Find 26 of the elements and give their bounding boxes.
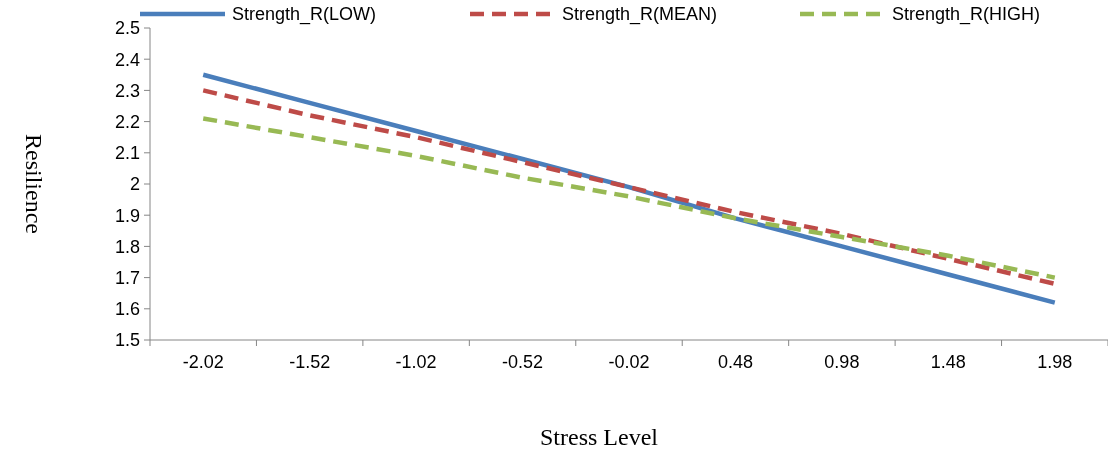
x-tick-label: 1.98: [1037, 352, 1073, 372]
x-tick-label: -0.02: [608, 352, 650, 372]
y-axis-title: Resilience: [21, 134, 47, 234]
x-tick-label: 1.48: [930, 352, 966, 372]
legend-label: Strength_R(LOW): [232, 4, 377, 26]
y-tick-label: 2.1: [114, 143, 140, 164]
y-tick-label: 1.7: [114, 267, 140, 288]
y-tick-label: 2.2: [114, 111, 140, 132]
y-tick-label: 1.6: [114, 299, 140, 320]
y-tick-label: 1.5: [114, 330, 140, 351]
x-tick-label: -1.52: [289, 352, 331, 372]
x-tick-label: 0.48: [717, 352, 753, 372]
y-tick-label: 2.3: [114, 80, 140, 101]
x-axis-title: Stress Level: [540, 424, 659, 450]
x-tick-label: -0.52: [502, 352, 544, 372]
y-tick-label: 2: [129, 174, 140, 195]
y-tick-label: 1.9: [114, 205, 140, 226]
y-tick-label: 2.5: [114, 18, 140, 39]
x-tick-label: -2.02: [182, 352, 224, 372]
x-tick-label: 0.98: [824, 352, 860, 372]
legend-label: Strength_R(MEAN): [562, 4, 718, 26]
legend-label: Strength_R(HIGH): [892, 4, 1041, 26]
y-tick-label: 1.8: [114, 236, 140, 257]
line-series: [200, 116, 1058, 280]
x-tick-label: -1.02: [395, 352, 437, 372]
y-tick-label: 2.4: [114, 49, 140, 70]
